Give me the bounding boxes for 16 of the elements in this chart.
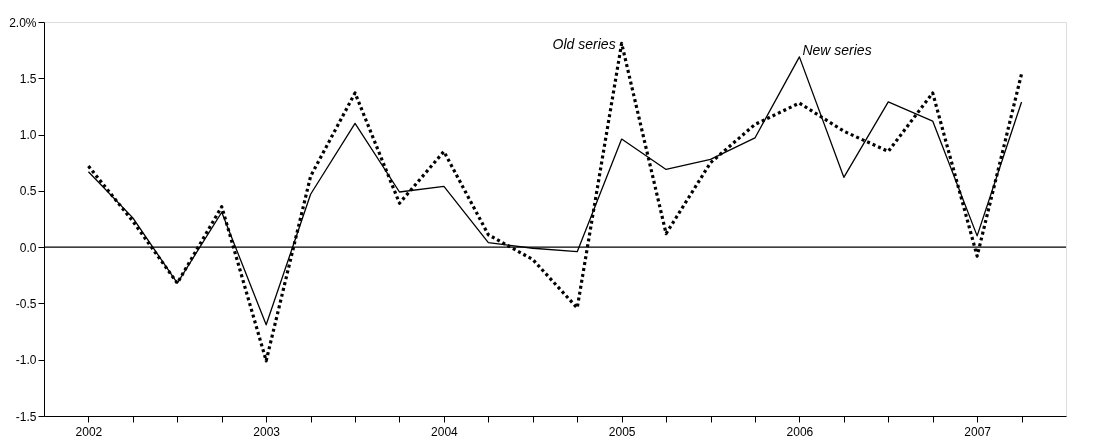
y-tick-label: 2.0% [9, 15, 37, 30]
x-tick-label: 2003 [253, 424, 281, 439]
x-tick-label: 2007 [964, 424, 992, 439]
y-tick-label: 1.5 [19, 71, 37, 86]
series-label: Old series [552, 36, 616, 53]
x-tick-label: 2006 [786, 424, 814, 439]
y-tick-label: -1.5 [15, 409, 37, 424]
y-tick-label: 0.0 [19, 240, 37, 255]
y-tick-label: -1.0 [15, 353, 37, 368]
x-tick-label: 2002 [75, 424, 103, 439]
y-tick-label: -0.5 [15, 296, 37, 311]
y-tick-label: 0.5 [19, 184, 37, 199]
x-tick-label: 2005 [608, 424, 636, 439]
x-tick-label: 2004 [431, 424, 459, 439]
y-tick-label: 1.0 [19, 128, 37, 143]
series-label: New series [802, 41, 872, 58]
